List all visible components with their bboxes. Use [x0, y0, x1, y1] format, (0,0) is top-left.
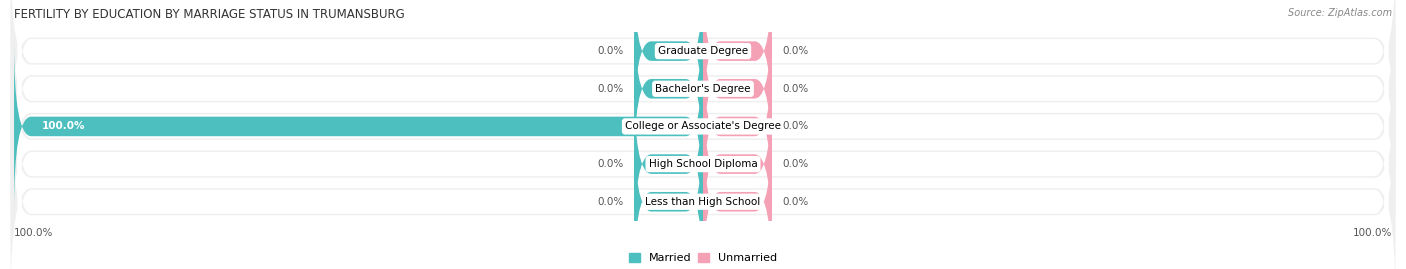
FancyBboxPatch shape: [11, 102, 1395, 269]
FancyBboxPatch shape: [634, 80, 703, 249]
Text: College or Associate's Degree: College or Associate's Degree: [626, 121, 780, 132]
Text: FERTILITY BY EDUCATION BY MARRIAGE STATUS IN TRUMANSBURG: FERTILITY BY EDUCATION BY MARRIAGE STATU…: [14, 8, 405, 21]
Text: Less than High School: Less than High School: [645, 197, 761, 207]
FancyBboxPatch shape: [634, 4, 703, 173]
FancyBboxPatch shape: [703, 42, 772, 211]
Text: Source: ZipAtlas.com: Source: ZipAtlas.com: [1288, 8, 1392, 18]
FancyBboxPatch shape: [11, 65, 1395, 264]
FancyBboxPatch shape: [11, 27, 1395, 226]
FancyBboxPatch shape: [17, 26, 1389, 152]
FancyBboxPatch shape: [703, 80, 772, 249]
FancyBboxPatch shape: [634, 0, 703, 136]
FancyBboxPatch shape: [634, 117, 703, 269]
Text: 100.0%: 100.0%: [42, 121, 86, 132]
Text: 0.0%: 0.0%: [782, 159, 808, 169]
Text: 0.0%: 0.0%: [782, 46, 808, 56]
Text: 0.0%: 0.0%: [598, 159, 624, 169]
Text: 0.0%: 0.0%: [598, 46, 624, 56]
FancyBboxPatch shape: [17, 139, 1389, 265]
FancyBboxPatch shape: [703, 117, 772, 269]
Text: 0.0%: 0.0%: [782, 197, 808, 207]
FancyBboxPatch shape: [11, 0, 1395, 188]
Text: 100.0%: 100.0%: [1353, 228, 1392, 238]
Text: High School Diploma: High School Diploma: [648, 159, 758, 169]
Text: 0.0%: 0.0%: [782, 121, 808, 132]
Text: Bachelor's Degree: Bachelor's Degree: [655, 84, 751, 94]
Text: 100.0%: 100.0%: [14, 228, 53, 238]
FancyBboxPatch shape: [703, 4, 772, 173]
Text: 0.0%: 0.0%: [598, 84, 624, 94]
Text: 0.0%: 0.0%: [782, 84, 808, 94]
FancyBboxPatch shape: [17, 63, 1389, 190]
FancyBboxPatch shape: [17, 0, 1389, 114]
Text: Graduate Degree: Graduate Degree: [658, 46, 748, 56]
FancyBboxPatch shape: [17, 101, 1389, 227]
FancyBboxPatch shape: [703, 0, 772, 136]
Legend: Married, Unmarried: Married, Unmarried: [624, 248, 782, 268]
FancyBboxPatch shape: [11, 0, 1395, 151]
FancyBboxPatch shape: [14, 42, 703, 211]
Text: 0.0%: 0.0%: [598, 197, 624, 207]
